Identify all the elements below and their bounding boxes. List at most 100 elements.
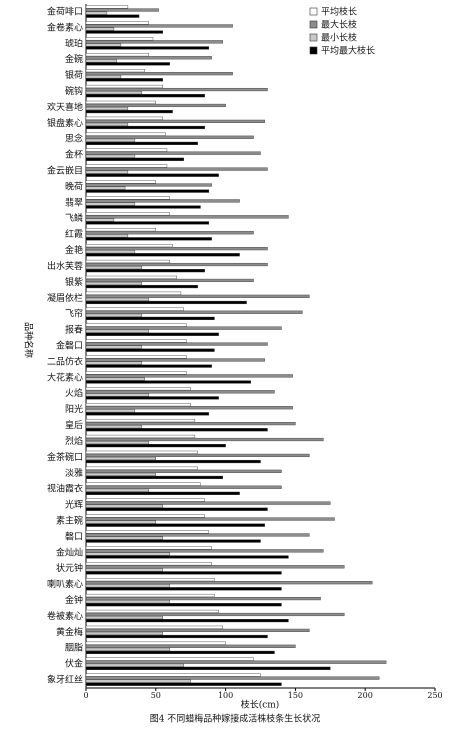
bar (85, 24, 233, 28)
bar (85, 119, 265, 123)
bar (85, 21, 150, 25)
y-tick-label: 碗钩 (65, 85, 83, 97)
bar (85, 110, 173, 114)
bar (85, 173, 219, 177)
bar (85, 53, 150, 57)
y-tick-label: 金云嵌目 (47, 165, 83, 177)
bar (85, 364, 212, 368)
bar (85, 498, 205, 502)
bar (85, 619, 289, 623)
bar (85, 434, 196, 439)
bar (85, 666, 331, 670)
bar (85, 62, 170, 66)
bar (85, 650, 275, 655)
bar (85, 300, 247, 305)
bar (85, 94, 205, 98)
bar (85, 278, 254, 283)
bar (85, 30, 163, 34)
bar (85, 539, 261, 543)
y-tick-label: 金碗 (65, 53, 83, 65)
bar (85, 266, 143, 270)
bar (85, 269, 205, 273)
bar (85, 459, 261, 464)
bar (85, 170, 129, 174)
bar (85, 530, 210, 534)
bar (85, 14, 140, 18)
bar (85, 43, 122, 47)
bar (85, 507, 268, 511)
bar (85, 456, 157, 461)
bar (85, 339, 187, 343)
bar (85, 78, 163, 82)
bar (85, 396, 219, 400)
bar (85, 284, 198, 289)
y-tick-label: 大花素心 (47, 371, 83, 383)
y-tick-label: 烈焰 (65, 435, 83, 447)
y-tick-label: 翡翠 (65, 196, 83, 208)
y-tick-label: 出水芙蓉 (47, 260, 83, 272)
bar (85, 307, 184, 311)
bar (85, 167, 268, 171)
y-tick-label: 琥珀 (65, 37, 83, 49)
bar (85, 514, 205, 518)
bar (85, 231, 254, 235)
bar (85, 485, 282, 489)
x-axis-label: 枝长(cm) (241, 699, 280, 711)
bar (85, 164, 168, 168)
bar (85, 138, 136, 142)
bar (85, 5, 129, 9)
y-tick-label: 阳光 (65, 403, 83, 415)
bar (85, 84, 163, 89)
y-tick-label: 金灿灿 (56, 546, 83, 558)
x-tick-label: 200 (358, 691, 373, 700)
y-tick-label: 视油霞衣 (47, 483, 83, 495)
x-tick-label: 0 (83, 691, 88, 700)
bar (85, 56, 212, 60)
bar (85, 450, 198, 454)
y-tick-label: 飞鳞 (65, 212, 83, 224)
bar (85, 135, 254, 139)
bar (85, 679, 191, 683)
bar (85, 466, 198, 470)
bar (85, 186, 126, 190)
y-tick-label: 金茶碗口 (47, 451, 83, 463)
bar (85, 631, 163, 636)
bar (85, 205, 201, 209)
y-tick-label: 思念 (65, 133, 83, 145)
bar (85, 125, 205, 130)
legend-swatch (309, 46, 318, 55)
bar (85, 453, 310, 457)
bar (85, 275, 177, 279)
legend-swatch (309, 7, 318, 16)
y-tick-label: 素主碗 (56, 514, 83, 526)
bar (85, 218, 115, 222)
bar (85, 243, 173, 248)
bar (85, 444, 226, 448)
bar (85, 380, 251, 384)
bar (85, 297, 150, 301)
y-tick-label: 银紫 (65, 276, 83, 288)
bar (85, 237, 212, 241)
legend-label: 最大长枝 (321, 19, 357, 31)
y-tick-label: 火焰 (65, 387, 83, 399)
bar (85, 291, 182, 295)
bar (85, 565, 345, 569)
y-tick-label: 报春 (65, 324, 83, 336)
y-tick-label: 金磬口 (56, 340, 83, 352)
bar (85, 348, 215, 352)
bar (85, 259, 170, 264)
bar (85, 628, 310, 632)
bar (85, 418, 196, 423)
bar (85, 247, 268, 251)
y-tick-label: 晚荷 (65, 181, 83, 192)
bar (85, 11, 108, 15)
y-axis-label: 品种名称 (23, 322, 35, 358)
bar (85, 409, 136, 413)
chart-title: 图4 不同蜡梅品种嫁接成活株枝条生长状况 (150, 713, 321, 725)
bar (85, 157, 184, 161)
bar (85, 323, 187, 327)
bar (85, 581, 373, 585)
bar (85, 371, 187, 375)
bar (85, 27, 115, 31)
